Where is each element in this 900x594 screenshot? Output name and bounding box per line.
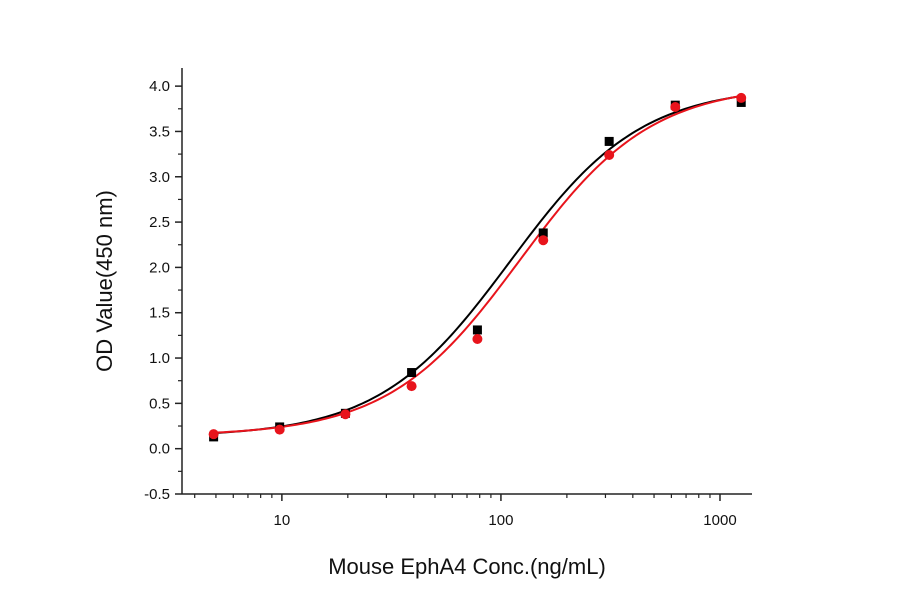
x-axis-label: Mouse EphA4 Conc.(ng/mL): [328, 554, 606, 579]
data-point-square: [407, 368, 417, 378]
data-points: [208, 92, 747, 442]
y-tick-label: 2.5: [149, 214, 170, 231]
fit-curve-2: [213, 94, 742, 434]
y-tick-label: 3.5: [149, 123, 170, 140]
y-axis-ticks: -0.5 0.0 0.5 1.0 1.5 2.0 2.5 3.0 3.5 4.0: [144, 78, 182, 503]
data-point-square: [472, 325, 482, 335]
fit-curve-1: [213, 95, 742, 435]
data-point-circle: [604, 150, 615, 161]
data-point-circle: [670, 101, 681, 112]
x-axis-ticks: 10 100 1000: [194, 494, 737, 529]
data-point-circle: [274, 424, 285, 435]
fit-curves: [213, 94, 742, 435]
x-tick-label: 10: [274, 512, 291, 529]
y-tick-label: 3.0: [149, 169, 170, 186]
data-point-circle: [406, 381, 417, 392]
y-tick-label: 0.0: [149, 441, 170, 458]
data-point-square: [604, 136, 614, 146]
data-point-circle: [472, 334, 483, 345]
x-tick-label: 100: [488, 512, 513, 529]
y-tick-label: 0.5: [149, 395, 170, 412]
data-point-circle: [736, 92, 747, 103]
data-point-circle: [340, 409, 351, 420]
y-tick-label: -0.5: [144, 486, 170, 503]
y-tick-label: 2.0: [149, 259, 170, 276]
y-axis-label: OD Value(450 nm): [92, 190, 117, 372]
data-point-circle: [538, 235, 549, 246]
y-tick-label: 1.0: [149, 350, 170, 367]
y-tick-label: 1.5: [149, 305, 170, 322]
axes: -0.5 0.0 0.5 1.0 1.5 2.0 2.5 3.0 3.5 4.0 10 100 100…: [144, 68, 752, 529]
data-point-circle: [208, 429, 219, 440]
data-point-square: [538, 228, 548, 238]
x-tick-label: 1000: [703, 512, 736, 529]
y-tick-label: 4.0: [149, 78, 170, 95]
